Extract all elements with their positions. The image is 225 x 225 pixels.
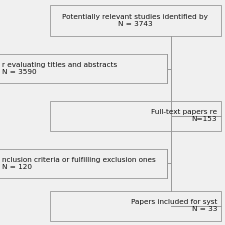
FancyBboxPatch shape xyxy=(0,148,166,178)
Text: Potentially relevant studies identified by
N = 3743: Potentially relevant studies identified … xyxy=(62,14,208,27)
Text: Papers included for syst
N = 33: Papers included for syst N = 33 xyxy=(131,199,217,212)
FancyBboxPatch shape xyxy=(50,4,220,36)
FancyBboxPatch shape xyxy=(50,101,220,130)
FancyBboxPatch shape xyxy=(0,54,166,83)
Text: nclusion criteria or fulfilling exclusion ones
N = 120: nclusion criteria or fulfilling exclusio… xyxy=(2,157,156,170)
FancyBboxPatch shape xyxy=(50,191,220,220)
Text: Full-text papers re
N=153: Full-text papers re N=153 xyxy=(151,109,217,122)
Text: r evaluating titles and abstracts
N = 3590: r evaluating titles and abstracts N = 35… xyxy=(2,62,117,75)
